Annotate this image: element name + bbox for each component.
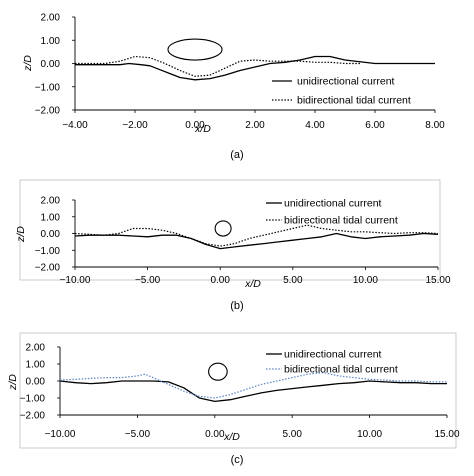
series-line-2 — [75, 55, 360, 77]
legend-label: bidirectional tidal current — [284, 215, 398, 227]
panel-caption: (a) — [230, 149, 243, 161]
x-tick-label: 10.00 — [353, 275, 378, 286]
y-tick-label: −1.00 — [35, 82, 61, 93]
y-tick-label: 0.00 — [41, 229, 61, 240]
x-axis-title: x/D — [244, 278, 261, 290]
x-tick-label: −2.00 — [122, 120, 148, 131]
series-line-1 — [74, 232, 439, 250]
x-tick-label: 10.00 — [357, 429, 382, 440]
y-tick-label: −1.00 — [20, 394, 46, 405]
legend-label: bidirectional tidal current — [284, 364, 398, 376]
y-tick-label: 1.00 — [41, 36, 61, 47]
x-tick-label: 4.00 — [305, 120, 325, 131]
x-axis-title: x/D — [223, 431, 240, 443]
y-axis-title: z/D — [15, 226, 27, 243]
legend-label: unidirectional current — [284, 349, 382, 361]
y-tick-label: 1.00 — [26, 360, 46, 371]
x-tick-label: 2.00 — [245, 120, 265, 131]
y-tick-label: 2.00 — [26, 343, 46, 354]
legend-label: unidirectional current — [284, 198, 382, 210]
y-tick-label: −2.00 — [20, 411, 46, 422]
x-tick-label: 6.00 — [365, 120, 385, 131]
series-line-2 — [74, 224, 439, 247]
y-tick-label: −1.00 — [35, 246, 61, 257]
series-line-1 — [75, 55, 435, 81]
x-tick-label: −10.00 — [45, 429, 76, 440]
x-tick-label: 5.00 — [283, 275, 303, 286]
panel-caption: (c) — [231, 454, 244, 466]
pile-outline — [208, 362, 228, 381]
x-tick-label: 0.00 — [210, 275, 230, 286]
x-tick-label: −5.00 — [135, 275, 161, 286]
y-tick-label: 1.00 — [41, 212, 61, 223]
y-tick-label: 2.00 — [41, 13, 61, 24]
x-tick-label: 0.00 — [185, 120, 205, 131]
x-tick-label: −10.00 — [60, 275, 91, 286]
x-tick-label: 0.00 — [205, 429, 225, 440]
y-tick-label: −2.00 — [35, 106, 61, 117]
chart-panel-2: −2.00 −1.00 0.00 1.00 2.00 −10.00 −5.00 0.00 5.0… — [15, 179, 451, 312]
chart-panel-3: −2.00 −1.00 0.00 1.00 2.00 −10.00 −5.00 0.00 5.0… — [7, 332, 460, 466]
x-tick-label: 5.00 — [282, 429, 302, 440]
x-axis-title: x/D — [194, 123, 211, 135]
x-tick-label: −4.00 — [62, 120, 88, 131]
pile-outline — [167, 38, 223, 61]
chart-panel-1: −2.00−1.000.001.002.00−4.00 −2.00 0.00 2.00… — [22, 13, 445, 162]
y-tick-label: −2.00 — [35, 263, 61, 274]
series-line-1 — [59, 380, 447, 403]
y-axis-title: z/D — [7, 374, 19, 391]
y-tick-label: 2.00 — [41, 196, 61, 207]
x-tick-label: 15.00 — [434, 429, 459, 440]
pile-outline — [214, 220, 232, 237]
y-tick-label: 0.00 — [26, 377, 46, 388]
x-tick-label: −5.00 — [125, 429, 151, 440]
legend-label: bidirectional tidal current — [297, 95, 411, 107]
x-tick-label: 15.00 — [425, 275, 450, 286]
panel-frame — [19, 332, 457, 449]
y-axis-title: z/D — [22, 55, 34, 72]
legend-label: unidirectional current — [297, 76, 395, 88]
panel-frame — [19, 179, 441, 281]
panel-caption: (b) — [230, 300, 243, 312]
y-tick-label: 0.00 — [41, 59, 61, 70]
x-tick-label: 8.00 — [425, 120, 445, 131]
